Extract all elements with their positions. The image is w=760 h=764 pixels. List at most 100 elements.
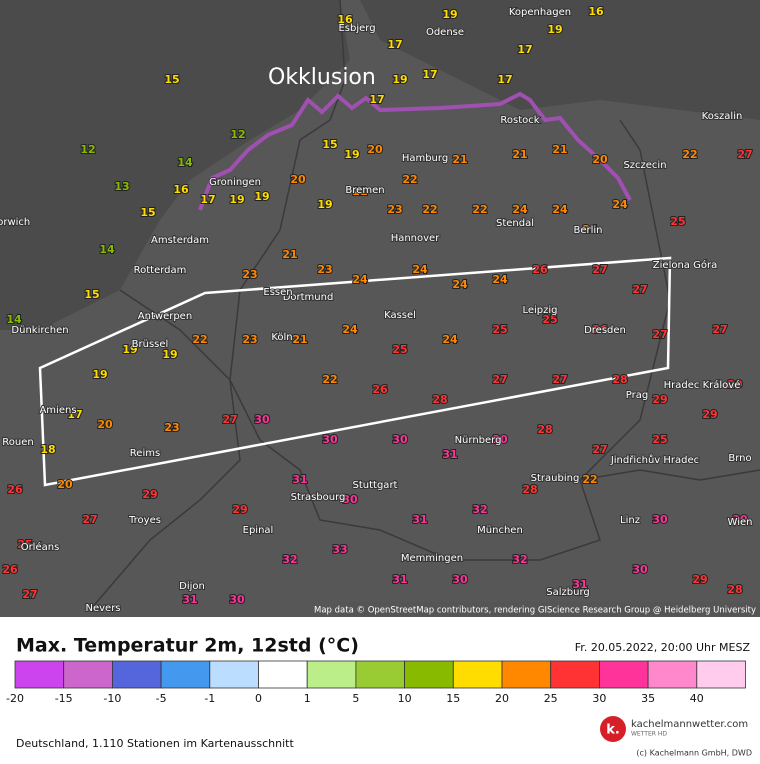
city-label: Antwerpen: [138, 311, 192, 322]
station-value: 25: [17, 538, 32, 551]
station-value: 24: [412, 263, 428, 276]
station-value: 16: [337, 13, 353, 26]
city-label: Amiens: [39, 405, 76, 416]
station-value: 12: [80, 143, 95, 156]
station-value: 21: [292, 333, 307, 346]
station-value: 32: [472, 503, 487, 516]
city-label: Rostock: [500, 115, 539, 126]
sea: [0, 0, 350, 330]
station-value: 22: [582, 473, 597, 486]
occlusion-front: [198, 91, 632, 211]
legend-tick: -10: [103, 692, 121, 705]
station-value: 17: [497, 73, 512, 86]
station-value: 31: [182, 593, 197, 606]
legend-tick: -15: [55, 692, 73, 705]
city-label: Linz: [620, 515, 640, 526]
city-label: Norwich: [0, 217, 30, 228]
city-label: Zielona Góra: [653, 259, 717, 271]
station-value: 21: [512, 148, 527, 161]
station-value: 13: [114, 180, 129, 193]
legend-swatch: [14, 660, 65, 689]
city-label: Epinal: [243, 525, 274, 536]
station-value: 17: [422, 68, 437, 81]
city-label: Leipzig: [522, 305, 557, 316]
city-label: München: [477, 525, 523, 536]
city-label: Bremen: [345, 185, 384, 196]
station-value: 30: [322, 433, 338, 446]
station-value: 22: [322, 373, 337, 386]
city-label: Reims: [130, 448, 160, 459]
station-value: 24: [352, 273, 368, 286]
station-value: 32: [512, 553, 527, 566]
station-value: 26: [532, 263, 548, 276]
borders: [89, 0, 760, 611]
station-value: 19: [344, 148, 359, 161]
station-value: 27: [552, 373, 567, 386]
station-value: 12: [230, 128, 245, 141]
station-value: 14: [99, 243, 115, 256]
station-value: 23: [242, 333, 257, 346]
stations: 15 12 12 14 13 15 14 15 14 16 17 19 19 20 19 21 23 22 22 24…: [1, 4, 753, 607]
station-value: 29: [702, 408, 717, 421]
station-value: 24: [452, 278, 468, 291]
station-value: 31: [442, 448, 457, 461]
station-value: 24: [512, 203, 528, 216]
station-value: 17: [67, 408, 82, 421]
legend-tick: 10: [398, 692, 412, 705]
station-value: 25: [542, 313, 557, 326]
legend-swatch: [647, 660, 698, 689]
city-label: Essen: [263, 287, 292, 298]
station-value: 17: [517, 43, 532, 56]
station-value: 19: [442, 8, 457, 21]
city-label: Rouen: [2, 437, 33, 448]
station-value: 29: [142, 488, 157, 501]
city-label: Brüssel: [132, 339, 169, 350]
station-value: 17: [200, 193, 215, 206]
legend-tick: 40: [690, 692, 704, 705]
city-label: Esbjerg: [338, 23, 375, 34]
sea: [360, 0, 760, 120]
stations-note: Deutschland, 1.110 Stationen im Kartenau…: [16, 737, 294, 750]
station-value: 26: [372, 383, 388, 396]
station-value: 19: [229, 193, 244, 206]
station-value: 29: [692, 573, 707, 586]
city-label: Groningen: [209, 177, 261, 188]
legend-swatch: [599, 660, 649, 689]
city-label: Dijon: [179, 581, 205, 592]
station-value: 19: [122, 343, 137, 356]
station-value: 14: [177, 156, 193, 169]
brand: kachelmannwetter.com: [631, 719, 748, 730]
city-label: Nürnberg: [455, 435, 502, 446]
station-value: 27: [737, 148, 752, 161]
legend-tick: 15: [446, 692, 460, 705]
brand-sub: WETTER HD: [631, 731, 667, 738]
station-value: 25: [392, 343, 407, 356]
station-value: 25: [652, 433, 667, 446]
station-value: 15: [140, 206, 155, 219]
station-value: 30: [254, 413, 270, 426]
city-label: Memmingen: [401, 553, 463, 564]
station-value: 28: [612, 373, 627, 386]
station-value: 16: [173, 183, 189, 196]
legend-tick: 1: [304, 692, 311, 705]
station-value: 28: [522, 483, 537, 496]
station-value: 27: [22, 588, 37, 601]
legend-swatch: [112, 660, 162, 689]
legend-tick: -5: [156, 692, 167, 705]
legend-swatch: [355, 660, 405, 689]
city-label: Brno: [728, 453, 751, 464]
station-value: 24: [492, 273, 508, 286]
station-value: 22: [402, 173, 417, 186]
station-value: 32: [282, 553, 297, 566]
station-value: 22: [422, 203, 437, 216]
city-label: Dünkirchen: [11, 325, 68, 336]
city-label: Hamburg: [402, 153, 448, 164]
station-value: 17: [387, 38, 402, 51]
station-value: 26: [7, 483, 23, 496]
city-label: Jindřichův Hradec: [610, 454, 699, 466]
city-label: Dresden: [584, 325, 626, 336]
station-value: 19: [254, 190, 269, 203]
legend-tick: -20: [6, 692, 24, 705]
station-value: 30: [492, 433, 508, 446]
station-value: 19: [92, 368, 107, 381]
